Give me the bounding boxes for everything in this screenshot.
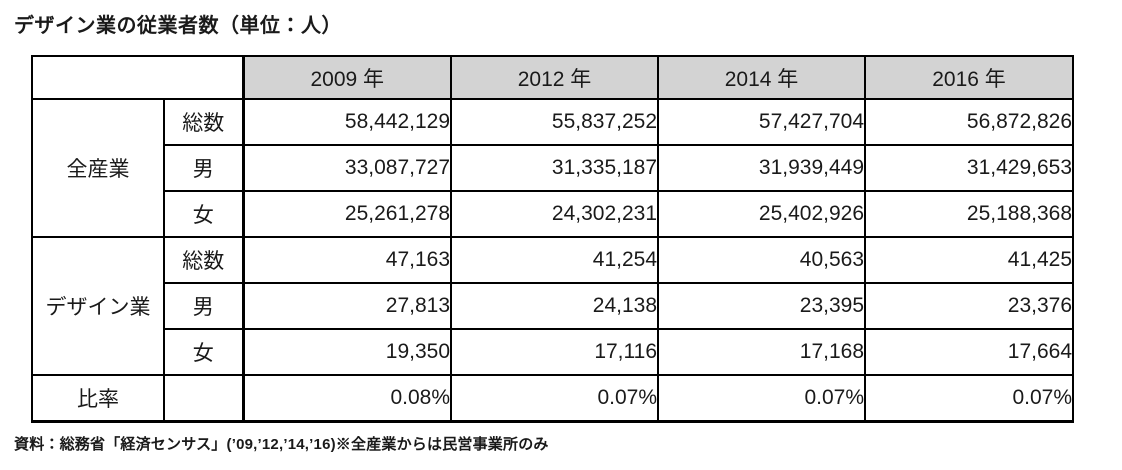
- value-cell: 41,254: [450, 236, 659, 284]
- ratio-row: 比率 0.08% 0.07% 0.07% 0.07%: [31, 374, 1074, 423]
- value-cell: 24,302,231: [450, 190, 659, 238]
- value-cell: 0.07%: [864, 374, 1074, 423]
- sub-label-female: 女: [163, 328, 244, 376]
- sub-label-male: 男: [163, 144, 244, 192]
- sub-label-total: 総数: [163, 236, 244, 284]
- value-cell: 0.07%: [450, 374, 659, 423]
- value-cell: 31,939,449: [657, 144, 866, 192]
- header-spacer: [31, 55, 244, 100]
- value-cell: 58,442,129: [241, 98, 452, 146]
- value-cell: 57,427,704: [657, 98, 866, 146]
- value-cell: 25,261,278: [241, 190, 452, 238]
- value-cell: 25,402,926: [657, 190, 866, 238]
- table-row: 男 33,087,727 31,335,187 31,939,449 31,42…: [32, 144, 1074, 192]
- table-row: デザイン業 総数 47,163 41,254 40,563 41,425: [31, 236, 1074, 376]
- group-label-design-industry: デザイン業: [31, 236, 165, 376]
- value-cell: 55,837,252: [450, 98, 659, 146]
- table-row: 女 19,350 17,116 17,168 17,664: [32, 328, 1074, 376]
- ratio-spacer-cell: [163, 374, 244, 423]
- table-row: 全産業 総数 58,442,129 55,837,252 57,427,704 …: [31, 98, 1074, 238]
- sub-label-female: 女: [163, 190, 244, 238]
- year-header-2014: 2014 年: [657, 55, 866, 100]
- value-cell: 41,425: [864, 236, 1074, 284]
- value-cell: 24,138: [450, 282, 659, 330]
- page-title: デザイン業の従業者数（単位：人）: [14, 15, 342, 37]
- year-header-2016: 2016 年: [864, 55, 1074, 100]
- table-row: 女 25,261,278 24,302,231 25,402,926 25,18…: [32, 190, 1074, 238]
- value-cell: 0.08%: [241, 374, 452, 423]
- source-footnote: 資料：総務省「経済センサス」(’09,’12,’14,’16)※全産業からは民営…: [14, 436, 549, 453]
- value-cell: 19,350: [241, 328, 452, 376]
- table-row: 男 27,813 24,138 23,395 23,376: [32, 282, 1074, 330]
- workers-table: 2009 年 2012 年 2014 年 2016 年 全産業 総数 58,44…: [31, 55, 1074, 423]
- ratio-label: 比率: [31, 374, 165, 423]
- year-header-2012: 2012 年: [450, 55, 659, 100]
- value-cell: 23,376: [864, 282, 1074, 330]
- value-cell: 56,872,826: [864, 98, 1074, 146]
- value-cell: 31,429,653: [864, 144, 1074, 192]
- value-cell: 33,087,727: [241, 144, 452, 192]
- header-row: 2009 年 2012 年 2014 年 2016 年: [31, 55, 1074, 100]
- value-cell: 0.07%: [657, 374, 866, 423]
- value-cell: 23,395: [657, 282, 866, 330]
- value-cell: 25,188,368: [864, 190, 1074, 238]
- group-label-all-industries: 全産業: [31, 98, 165, 238]
- value-cell: 31,335,187: [450, 144, 659, 192]
- sub-label-total: 総数: [163, 98, 244, 146]
- value-cell: 40,563: [657, 236, 866, 284]
- value-cell: 17,116: [450, 328, 659, 376]
- value-cell: 27,813: [241, 282, 452, 330]
- value-cell: 17,168: [657, 328, 866, 376]
- year-header-2009: 2009 年: [241, 55, 452, 100]
- value-cell: 17,664: [864, 328, 1074, 376]
- value-cell: 47,163: [241, 236, 452, 284]
- sub-label-male: 男: [163, 282, 244, 330]
